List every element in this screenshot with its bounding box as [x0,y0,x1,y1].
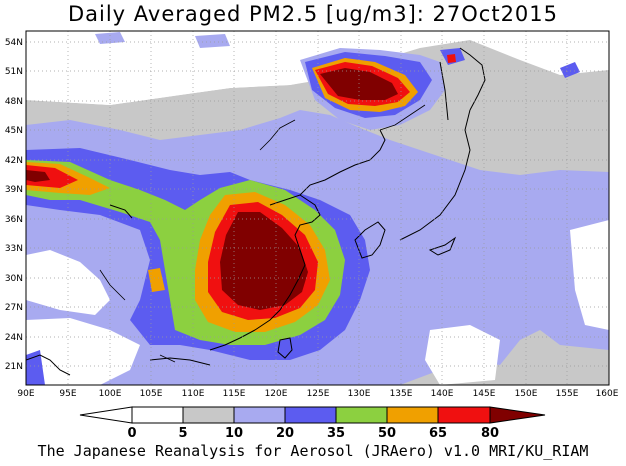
colorbar-cell [131,406,184,424]
lon-label: 110E [182,389,205,399]
contour-lightblue-topright [195,34,230,48]
colorbar-label: 65 [429,426,447,441]
clean-area-west [26,250,110,315]
lon-label: 160E [596,389,619,399]
colorbar-label: 80 [481,426,499,441]
colorbar-cell [182,406,235,424]
contour-red [26,165,78,188]
lon-label: 100E [99,389,122,399]
colorbar-label: 0 [127,426,136,441]
contour-darkred-main [220,212,308,310]
pm25-field [26,32,609,385]
colorbar-label: 35 [327,426,345,441]
footer-credit: The Japanese Reanalysis for Aerosol (JRA… [37,442,589,460]
lat-label: 39N [5,185,23,195]
clean-area-east [570,220,609,330]
clean-area-east2 [425,325,500,385]
lon-label: 145E [473,389,496,399]
coastlines [26,47,486,376]
lat-label: 48N [5,97,23,107]
lon-label: 130E [348,389,371,399]
contour-red-ne [447,54,456,63]
lat-label: 42N [5,156,23,166]
colorbar-label: 5 [178,426,187,441]
colorbar-cell [335,406,388,424]
contour-darkred [26,170,50,182]
lon-label: 95E [59,389,76,399]
colorbar-cell [233,406,286,424]
colorbar-cell [437,406,491,424]
lat-label: 21N [5,362,23,372]
lon-label: 125E [307,389,330,399]
lat-label: 51N [5,67,23,77]
lon-label: 105E [140,389,163,399]
lat-label: 36N [5,215,23,225]
lon-label: 150E [515,389,538,399]
colorbar-label: 10 [225,426,243,441]
lon-label: 135E [390,389,413,399]
colorbar: 0 5 10 20 35 50 65 80 [79,406,546,441]
clean-area-north [26,38,320,105]
lat-label: 45N [5,126,23,136]
colorbar-cell [489,406,546,424]
lon-label: 90E [17,389,34,399]
lon-label: 140E [431,389,454,399]
colorbar-label: 20 [276,426,294,441]
contour-orange-small [148,268,165,292]
lat-label: 30N [5,274,23,284]
borders [99,104,426,363]
plot-frame [25,30,610,386]
lat-axis: 54N 51N 48N 45N 42N 39N 36N 33N 30N 27N … [5,38,23,372]
lon-label: 115E [223,389,246,399]
lat-label: 24N [5,333,23,343]
colorbar-cell [284,406,337,424]
clean-area-southwest [26,318,140,385]
colorbar-cell [386,406,439,424]
colorbar-label: 50 [378,426,396,441]
colorbar-cell [79,406,133,424]
map-title: Daily Averaged PM2.5 [ug/m3]: 27Oct2015 [67,2,559,26]
lat-label: 54N [5,38,23,48]
contour-blue-east [560,62,580,78]
lat-label: 33N [5,244,23,254]
lon-label: 120E [265,389,288,399]
contour-lightblue-top [95,32,125,44]
lat-label: 27N [5,303,23,313]
grid-lines [26,31,609,385]
lon-axis: 90E 95E 100E 105E 110E 115E 120E 125E 13… [17,389,618,399]
lon-label: 155E [556,389,579,399]
